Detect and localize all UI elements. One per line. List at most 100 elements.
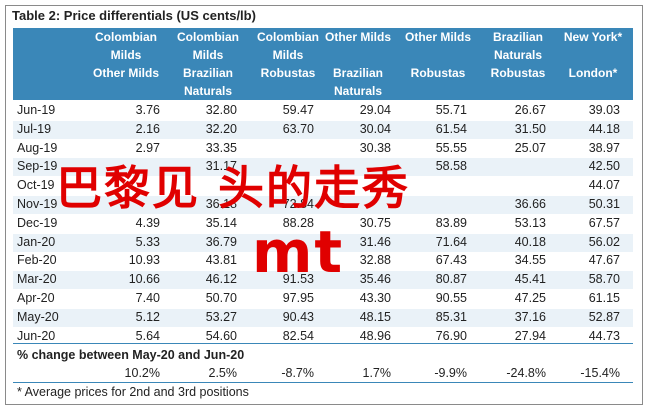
table-cell: 53.13: [514, 215, 546, 230]
column-header-line: Milds: [192, 48, 224, 62]
table-cell: 90.43: [282, 309, 314, 324]
column-header-line: Milds: [272, 48, 304, 62]
column-header-line: Robustas: [410, 66, 466, 80]
table-row: Apr-20 7.40 50.70 97.95 43.30 90.55 47.25 61.15: [13, 290, 633, 308]
table-cell: 61.54: [435, 121, 467, 136]
column-header-line: Robustas: [490, 66, 546, 80]
table-cell: 5.12: [135, 309, 160, 324]
table-cell: 30.75: [359, 215, 391, 230]
overlay-text-line1: 巴黎见 头的走秀: [56, 161, 411, 215]
table-cell: 2.97: [135, 140, 160, 155]
table-cell: 90.55: [435, 291, 467, 305]
column-header-line: Naturals: [493, 48, 543, 62]
table-cell: 4.39: [135, 215, 160, 230]
table-cell: 58.58: [435, 159, 467, 174]
row-label: Jun-20: [17, 328, 56, 343]
table-cell: 59.47: [282, 103, 314, 117]
table-cell: 2.16: [135, 121, 160, 136]
table-cell: 3.76: [135, 103, 160, 117]
table-row: Nov-19 36.18 72.84 36.66 50.31: [13, 196, 633, 214]
table-cell: 53.27: [205, 309, 237, 324]
table-cell: 32.88: [359, 253, 391, 268]
table-cell: 58.70: [588, 272, 620, 287]
table-cell: 34.55: [514, 253, 546, 268]
table-cell: 36.18: [205, 197, 237, 211]
table-cell: 37.16: [514, 309, 546, 324]
table-cell: 54.60: [205, 328, 237, 343]
table-cell: 31.50: [514, 121, 546, 136]
column-header-line: Milds: [110, 48, 142, 62]
table-cell: 32.20: [205, 121, 237, 136]
table-cell: 33.35: [205, 140, 237, 155]
table-cell: 36.66: [514, 197, 546, 211]
column-header-4: Other Milds Brazilian Naturals: [323, 28, 393, 100]
table-header: Colombian Milds Other Milds Colombian Milds B…: [13, 28, 633, 100]
table-cell: 67.57: [588, 215, 620, 230]
divider: [13, 343, 633, 344]
table-cell: 32.80: [205, 103, 237, 117]
pct-change-cell: -8.7%: [281, 366, 314, 380]
table-cell: 47.25: [514, 291, 546, 305]
row-label: Jul-19: [17, 121, 52, 136]
column-header-line: Naturals: [183, 84, 233, 98]
column-header-line: Robustas: [260, 66, 316, 80]
column-header-line: Brazilian: [492, 30, 543, 44]
table-cell: 44.07: [588, 178, 620, 193]
table-cell: 31.46: [359, 234, 391, 249]
column-header-line: Brazilian: [182, 66, 233, 80]
table-cell: 29.04: [359, 103, 391, 117]
row-label: Aug-19: [17, 140, 58, 155]
table-row: Feb-20 10.93 43.81 32.88 67.43 34.55 47.67: [13, 252, 633, 270]
table-cell: 50.70: [205, 291, 237, 305]
table-cell: 43.30: [359, 291, 391, 305]
table-row: Oct-19 44.07: [13, 177, 633, 195]
table-cell: 40.18: [514, 234, 546, 249]
table-cell: 10.66: [128, 272, 160, 287]
table-cell: 48.96: [359, 328, 391, 343]
row-label: Jun-19: [17, 103, 56, 117]
table-row: Mar-20 10.66 46.12 91.53 35.46 80.87 45.41 58.7…: [13, 271, 633, 290]
table-cell: 46.12: [205, 272, 237, 287]
table-cell: 30.38: [359, 140, 391, 155]
table-cell: 72.84: [282, 197, 314, 211]
row-label: Apr-20: [17, 291, 55, 305]
table-cell: 26.67: [514, 103, 546, 117]
row-label: May-20: [17, 309, 59, 324]
table-cell: 82.54: [282, 328, 314, 343]
column-header-6: Brazilian Naturals Robustas: [483, 28, 553, 100]
table-cell: 30.04: [359, 121, 391, 136]
pct-change-cell: -24.8%: [506, 366, 546, 380]
table-cell: 44.73: [588, 328, 620, 343]
table-cell: 61.15: [588, 291, 620, 305]
pct-change-cell: 1.7%: [362, 366, 392, 380]
column-header-line: Colombian: [257, 30, 319, 44]
column-header-5: Other Milds Robustas: [403, 28, 473, 100]
table-cell: 10.93: [128, 253, 160, 268]
table-cell: 39.03: [588, 103, 620, 117]
table-cell: 7.40: [135, 291, 160, 305]
column-header-line: Brazilian: [332, 66, 383, 80]
table-cell: 27.94: [514, 328, 546, 343]
pct-change-label: % change between May-20 and Jun-20: [17, 348, 245, 362]
row-label: Oct-19: [17, 178, 55, 193]
column-header-line: Colombian: [95, 30, 157, 44]
table-cell: 63.70: [282, 121, 314, 136]
table-row: Aug-19 2.97 33.35 30.38 55.55 25.07 38.97: [13, 140, 633, 158]
column-header-line: [558, 46, 628, 64]
row-label: Dec-19: [17, 215, 58, 230]
table-cell: 38.97: [588, 140, 620, 155]
overlay-text-line2: mt: [252, 218, 345, 286]
table-cell: 83.89: [435, 215, 467, 230]
table-cell: 42.50: [588, 159, 620, 174]
table-cell: 47.67: [588, 253, 620, 268]
column-header-2: Colombian Milds Brazilian Naturals: [173, 28, 243, 100]
divider: [13, 382, 633, 383]
table-cell: 48.15: [359, 309, 391, 324]
column-header-line: Naturals: [333, 84, 383, 98]
column-header-7: New York* London*: [558, 28, 628, 100]
table-cell: 5.64: [135, 328, 160, 343]
table-cell: 55.55: [435, 140, 467, 155]
table-cell: 31.17: [205, 159, 237, 174]
table-row: Jul-19 2.16 32.20 63.70 30.04 61.54 31.50 44.18: [13, 120, 633, 139]
column-header-line: London*: [568, 66, 618, 80]
